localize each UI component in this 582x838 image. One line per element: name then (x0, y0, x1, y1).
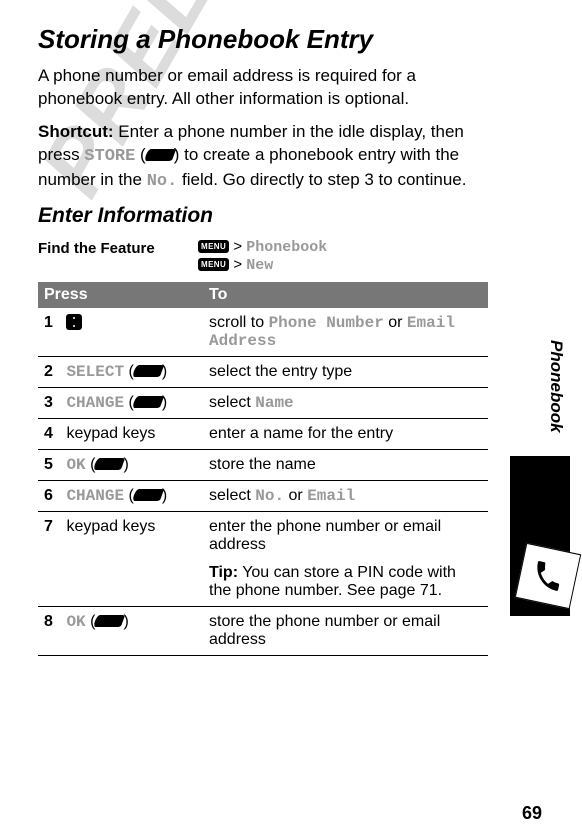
menu-icon: MENU (198, 258, 229, 271)
to-cell: store the name (203, 449, 488, 480)
to-text: store the phone number or email address (209, 613, 440, 648)
new-code: New (246, 257, 273, 274)
to-cell: enter a name for the entry (203, 418, 488, 449)
press-text: keypad keys (66, 425, 155, 442)
table-row: 7 keypad keysenter the phone number or e… (38, 511, 488, 606)
to-code: No. (255, 487, 284, 505)
feature-nav: MENU > Phonebook MENU > New (198, 238, 327, 274)
softkey-icon (144, 149, 176, 161)
step-number: 2 (44, 363, 62, 381)
col-press: Press (38, 282, 203, 308)
step-number: 8 (44, 613, 62, 631)
press-cell: 3 CHANGE () (38, 387, 203, 418)
to-cell: store the phone number or email address (203, 606, 488, 655)
to-text: or (384, 314, 407, 331)
to-text: or (284, 487, 307, 504)
shortcut-label: Shortcut: (38, 122, 114, 141)
table-row: 6 CHANGE ()select No. or Email (38, 480, 488, 511)
section-subtitle: Enter Information (38, 204, 488, 228)
press-text: keypad keys (66, 518, 155, 535)
press-code: OK (66, 613, 85, 631)
phone-icon (528, 556, 568, 596)
tip-label: Tip: (209, 564, 238, 581)
step-number: 5 (44, 456, 62, 474)
steps-table: Press To 1 scroll to Phone Number or Ema… (38, 282, 488, 656)
table-row: 1 scroll to Phone Number or Email Addres… (38, 308, 488, 357)
no-code: No. (147, 172, 178, 191)
shortcut-paragraph: Shortcut: Enter a phone number in the id… (38, 121, 488, 194)
phonebook-code: Phonebook (246, 239, 327, 256)
to-text: scroll to (209, 314, 269, 331)
side-tab-label: Phonebook (546, 340, 566, 433)
intro-text: A phone number or email address is requi… (38, 65, 488, 111)
to-cell: enter the phone number or email address T… (203, 511, 488, 606)
feature-row: Find the Feature MENU > Phonebook MENU >… (38, 238, 488, 274)
press-code: CHANGE (66, 487, 124, 505)
tip: Tip: You can store a PIN code with the p… (209, 564, 482, 600)
softkey-icon (132, 396, 164, 408)
press-code: SELECT (66, 363, 124, 381)
softkey-icon (132, 365, 164, 377)
to-text: enter the phone number or email address (209, 518, 441, 553)
press-code: OK (66, 456, 85, 474)
press-cell: 8 OK () (38, 606, 203, 655)
table-row: 4 keypad keys enter a name for the entry (38, 418, 488, 449)
step-number: 1 (44, 314, 62, 332)
softkey-icon (93, 615, 125, 627)
to-text: enter a name for the entry (209, 425, 393, 442)
press-cell: 4 keypad keys (38, 418, 203, 449)
press-cell: 7 keypad keys (38, 511, 203, 606)
to-cell: select No. or Email (203, 480, 488, 511)
step-number: 3 (44, 394, 62, 412)
to-code: Name (255, 394, 293, 412)
gt2: > (233, 256, 242, 273)
to-text: select (209, 487, 255, 504)
softkey-icon (132, 489, 164, 501)
tip-text: You can store a PIN code with the phone … (209, 564, 456, 599)
step-number: 6 (44, 487, 62, 505)
table-row: 2 SELECT () select the entry type (38, 356, 488, 387)
nav-icon (66, 314, 82, 330)
col-to: To (203, 282, 488, 308)
to-text: select the entry type (209, 363, 352, 380)
table-row: 3 CHANGE ()select Name (38, 387, 488, 418)
page-content: Storing a Phonebook Entry A phone number… (38, 24, 488, 656)
press-cell: 1 (38, 308, 203, 357)
page-title: Storing a Phonebook Entry (38, 24, 488, 55)
softkey-icon (93, 458, 125, 470)
feature-label: Find the Feature (38, 238, 198, 257)
to-text: store the name (209, 456, 316, 473)
press-cell: 6 CHANGE () (38, 480, 203, 511)
store-code: STORE (84, 147, 135, 166)
press-code: CHANGE (66, 394, 124, 412)
step-number: 7 (44, 518, 62, 536)
to-code: Email (307, 487, 355, 505)
to-code: Phone Number (269, 314, 384, 332)
step-number: 4 (44, 425, 62, 443)
gt1: > (233, 238, 242, 255)
to-cell: select the entry type (203, 356, 488, 387)
press-cell: 2 SELECT () (38, 356, 203, 387)
table-row: 5 OK () store the name (38, 449, 488, 480)
press-cell: 5 OK () (38, 449, 203, 480)
table-row: 8 OK ()store the phone number or email a… (38, 606, 488, 655)
to-cell: scroll to Phone Number or Email Address (203, 308, 488, 357)
to-cell: select Name (203, 387, 488, 418)
phone-tile (515, 543, 581, 609)
to-text: select (209, 394, 255, 411)
page-number: 69 (522, 803, 542, 824)
menu-icon: MENU (198, 240, 229, 253)
shortcut-post: field. Go directly to step 3 to continue… (177, 170, 466, 189)
